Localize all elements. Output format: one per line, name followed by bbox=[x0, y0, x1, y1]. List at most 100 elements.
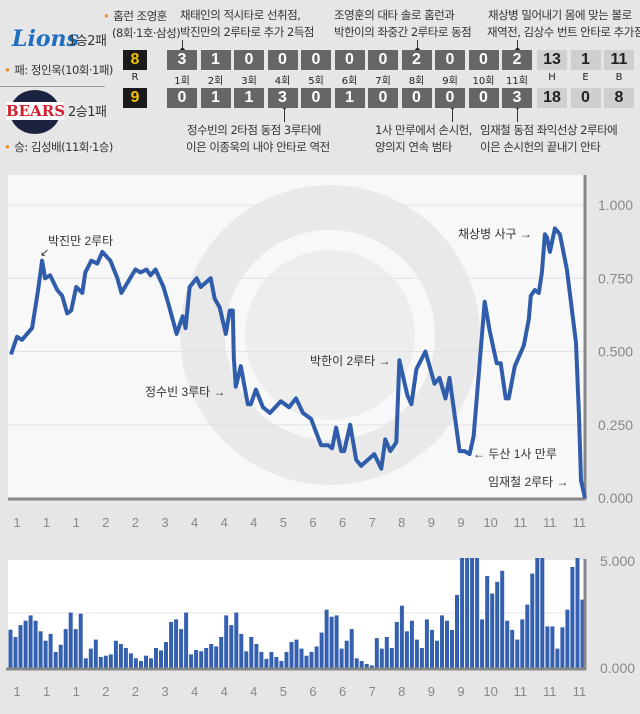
x-tick-label: 11 bbox=[543, 684, 557, 699]
note-top11-line2: 재역전, 김상수 번트 안타로 추가점 bbox=[487, 25, 640, 39]
divider bbox=[0, 86, 105, 87]
bar bbox=[43, 640, 48, 668]
bar bbox=[500, 570, 505, 668]
bar bbox=[274, 657, 279, 668]
x-tick-label: 8 bbox=[398, 515, 406, 530]
bar bbox=[128, 653, 133, 668]
home-runs: 9 bbox=[123, 88, 147, 108]
home-inning-score: 3 bbox=[502, 88, 532, 108]
note-top8-line2: 박한이의 좌중간 2루타로 동점 bbox=[334, 25, 472, 39]
home-inning-score: 0 bbox=[401, 88, 432, 108]
x-tick-label: 1 bbox=[13, 684, 21, 699]
note-bot4-line1: 정수빈의 2타점 동점 3루타에 bbox=[187, 123, 321, 137]
bar bbox=[289, 642, 294, 668]
bar bbox=[384, 637, 389, 668]
x-tick-label: 9 bbox=[427, 515, 435, 530]
x-tick-label: 2 bbox=[131, 515, 139, 530]
x-tick-label: 4 bbox=[220, 515, 228, 530]
annotation-label: 정수빈 3루타 → bbox=[145, 385, 226, 399]
away-record: 1승2패 bbox=[68, 34, 107, 49]
bar bbox=[219, 637, 224, 668]
note-bot11-line1: 임재철 동점 좌익선상 2루타에 bbox=[480, 123, 618, 137]
bar bbox=[103, 655, 108, 668]
bar bbox=[419, 648, 424, 668]
away-inning-score: 1 bbox=[200, 50, 231, 70]
bar bbox=[53, 651, 58, 668]
bar bbox=[570, 567, 575, 668]
bar bbox=[424, 619, 429, 668]
winning-pitcher: 승: 김성배(11회·1승) bbox=[4, 139, 113, 156]
bar bbox=[535, 558, 540, 668]
bar bbox=[495, 581, 500, 668]
x-tick-label: 6 bbox=[338, 684, 347, 699]
bar bbox=[38, 631, 43, 668]
annotation-label: 채상병 사구 → bbox=[458, 227, 532, 241]
bar bbox=[249, 637, 254, 668]
away-B: 11 bbox=[604, 50, 634, 70]
bar bbox=[279, 661, 284, 668]
note-top1-line1: 채태인의 적시타로 선취점, bbox=[180, 8, 301, 22]
bar bbox=[58, 644, 63, 668]
x-tick-label: 5 bbox=[279, 515, 287, 530]
y-tick-label: 0.500 bbox=[598, 344, 633, 360]
bar bbox=[485, 576, 490, 668]
home-inning-score: 1 bbox=[200, 88, 231, 108]
stat-label: B bbox=[615, 72, 623, 83]
bar bbox=[515, 639, 520, 668]
x-tick-label: 6 bbox=[309, 684, 317, 699]
bar bbox=[460, 558, 465, 668]
bar bbox=[108, 654, 113, 668]
away-H: 13 bbox=[537, 50, 567, 70]
bar bbox=[404, 631, 409, 668]
bar bbox=[78, 613, 83, 668]
x-tick-label: 1 bbox=[42, 515, 51, 530]
bar bbox=[133, 658, 138, 668]
bar bbox=[159, 650, 163, 668]
bar bbox=[88, 648, 93, 668]
bar bbox=[184, 612, 189, 668]
bar bbox=[525, 604, 530, 668]
home-B: 8 bbox=[604, 88, 634, 108]
chart-background bbox=[8, 175, 585, 498]
x-tick-label: 5 bbox=[279, 684, 287, 699]
away-inning-score: 0 bbox=[234, 50, 264, 70]
bar bbox=[475, 558, 480, 668]
inning-label: 11회 bbox=[506, 76, 528, 87]
bar bbox=[450, 629, 454, 668]
bar bbox=[63, 629, 68, 668]
inning-label: 5회 bbox=[308, 76, 324, 87]
homerun-note-detail: (8회·1호·삼성) bbox=[112, 26, 181, 40]
bar bbox=[354, 658, 359, 668]
bar bbox=[264, 658, 269, 668]
bar bbox=[169, 622, 174, 668]
bar bbox=[73, 629, 78, 668]
bar bbox=[18, 625, 23, 668]
bar bbox=[259, 651, 264, 668]
bar bbox=[314, 646, 319, 668]
x-tick-label: 11 bbox=[513, 684, 527, 699]
away-inning-score: 0 bbox=[435, 50, 465, 70]
bar bbox=[234, 612, 239, 668]
home-inning-score: 3 bbox=[267, 88, 298, 108]
lions-logo: Lions bbox=[4, 18, 79, 58]
inning-label: 1회 bbox=[174, 76, 190, 87]
x-tick-label: 4 bbox=[220, 684, 228, 699]
home-inning-score: 1 bbox=[234, 88, 264, 108]
win-probability-chart: 1.000 0.750 0.500 0.250 0.000 bbox=[8, 175, 633, 506]
bar bbox=[550, 626, 555, 668]
bar bbox=[349, 629, 354, 668]
bar-y-tick: 0.000 bbox=[600, 660, 636, 676]
home-inning-score: 0 bbox=[167, 88, 197, 108]
win-probability-line bbox=[9, 226, 587, 499]
bar bbox=[565, 609, 570, 668]
home-inning-score: 0 bbox=[468, 88, 499, 108]
bar bbox=[575, 558, 580, 668]
bar bbox=[339, 648, 344, 668]
bar bbox=[520, 619, 525, 668]
bar bbox=[329, 616, 334, 668]
bar bbox=[505, 620, 510, 668]
bar bbox=[374, 638, 379, 668]
home-H: 18 bbox=[537, 88, 567, 108]
bar bbox=[68, 612, 73, 668]
inning-label: 4회 bbox=[274, 76, 291, 87]
